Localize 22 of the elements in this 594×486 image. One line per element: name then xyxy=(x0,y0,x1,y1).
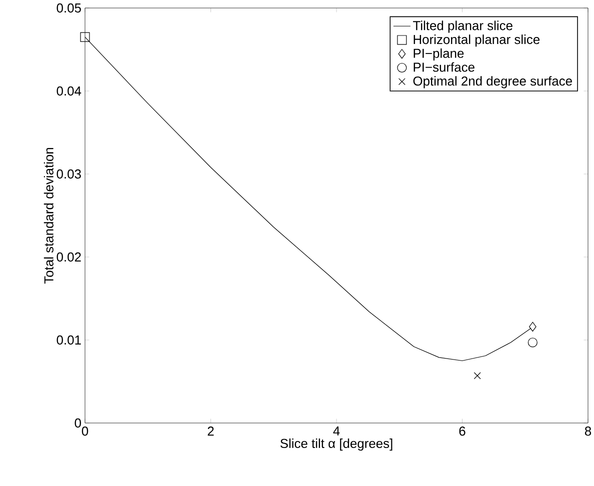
x-tick-label: 0 xyxy=(82,426,88,436)
legend-label: Tilted planar slice xyxy=(413,20,512,33)
y-axis-title: Total standard deviation xyxy=(44,148,54,284)
x-axis-title: Slice tilt α [degrees] xyxy=(280,438,392,451)
legend-label: Optimal 2nd degree surface xyxy=(413,76,572,88)
point xyxy=(474,372,481,380)
y-tick-label: 0 xyxy=(74,418,81,428)
legend-label: PI−surface xyxy=(414,62,474,72)
legend-label: PI−plane xyxy=(414,48,464,60)
legend-label: Horizontal planar slice xyxy=(414,34,540,47)
x-tick-label: 4 xyxy=(333,426,340,436)
x-tick-label: 8 xyxy=(584,426,592,436)
point xyxy=(529,322,536,332)
point xyxy=(528,338,538,348)
y-tick-label: 0.02 xyxy=(56,252,81,262)
point xyxy=(80,32,90,42)
x-tick-label: 6 xyxy=(459,426,466,436)
y-tick-label: 0.04 xyxy=(56,86,82,96)
y-tick-label: 0.05 xyxy=(56,3,81,13)
x-tick-label: 2 xyxy=(208,426,214,436)
y-tick-label: 0.01 xyxy=(56,335,81,345)
y-tick-label: 0.03 xyxy=(56,169,81,179)
